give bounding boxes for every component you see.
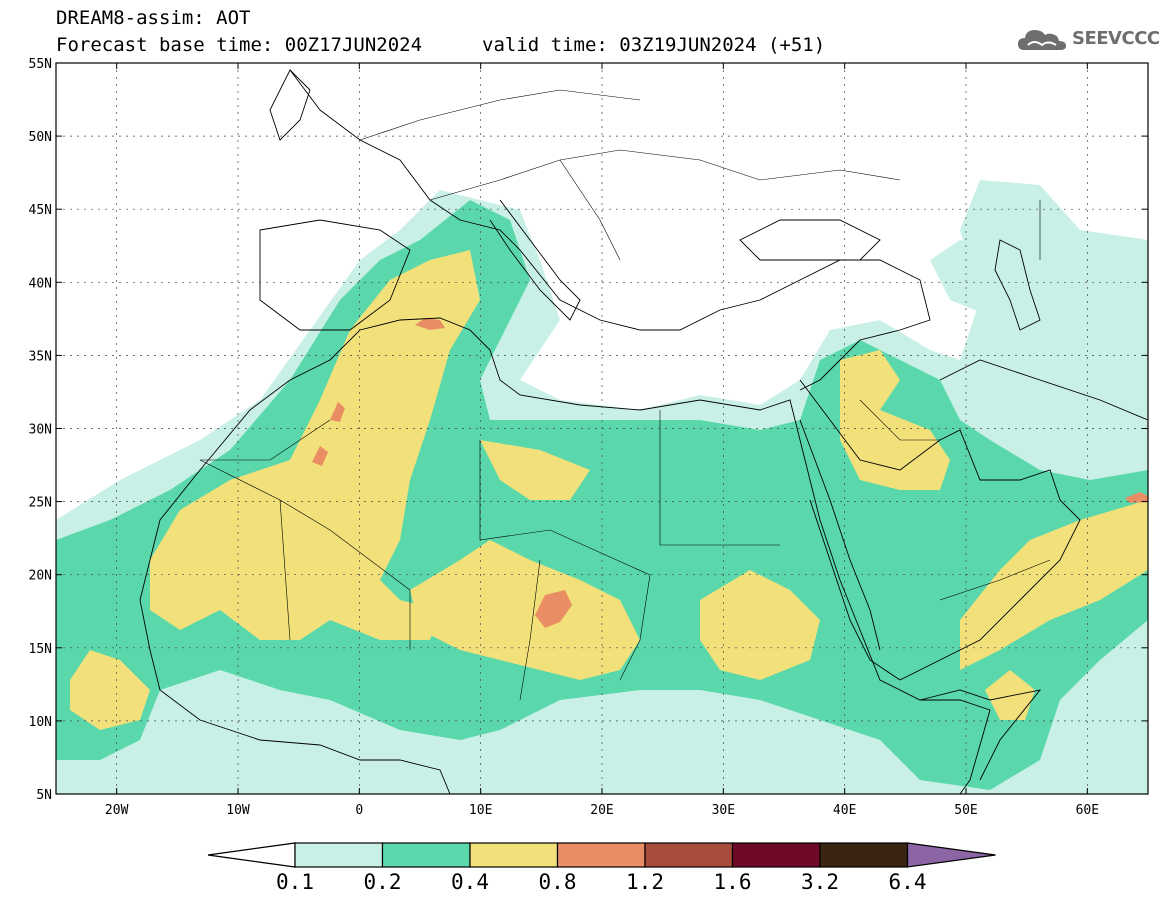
colorbar-label: 0.8 — [538, 870, 577, 894]
aot-level-0.8-algeria — [415, 318, 445, 330]
lat-tick-label: 25N — [29, 496, 52, 511]
aot-level-0.8-chad — [535, 590, 572, 628]
aot-level-0.1-caspian — [930, 240, 1148, 380]
graticule — [56, 63, 1148, 794]
colorbar-label: 0.1 — [276, 870, 314, 894]
africa-coast — [149, 317, 991, 794]
colorbar-label: 6.4 — [888, 870, 927, 894]
lon-tick-label: 30E — [712, 803, 735, 818]
lon-tick-label: 10E — [469, 803, 492, 818]
border-line — [279, 499, 291, 641]
iran — [939, 359, 1148, 421]
borders — [199, 89, 1051, 701]
lat-tick-label: 10N — [29, 715, 52, 730]
coastlines — [139, 69, 1148, 794]
aot-level-0.2 — [56, 200, 1148, 790]
lon-tick-label: 50E — [954, 803, 977, 818]
aot-level-0.8-oman — [1125, 492, 1148, 503]
lat-tick-label: 20N — [29, 569, 52, 584]
aot-level-0.4-arabia — [840, 350, 950, 490]
lat-tick-label: 50N — [29, 130, 52, 145]
logo-text: SEEVCCC — [1072, 28, 1160, 49]
border-line — [199, 459, 411, 591]
lat-tick-label: 55N — [29, 57, 52, 72]
caspian — [994, 239, 1041, 331]
border-line — [659, 410, 780, 546]
border-line — [859, 399, 940, 441]
red-sea-east — [799, 419, 881, 651]
seevccc-logo: SEEVCCC — [1016, 24, 1160, 56]
italy — [489, 199, 581, 321]
lon-tick-label: 20W — [105, 803, 129, 818]
valid-time: valid time: 03Z19JUN2024 (+51) — [482, 34, 826, 56]
cloud-icon — [1018, 30, 1066, 50]
lon-tick-label: 60E — [1076, 803, 1099, 818]
forecast-base-time: Forecast base time: 00Z17JUN2024 — [56, 34, 423, 56]
border-line — [519, 559, 541, 701]
colorbar-label: 3.2 — [801, 870, 839, 894]
lon-tick-label: 10W — [226, 803, 250, 818]
aot-level-0.4-guinea — [70, 650, 150, 730]
aot-level-0.4-somalia — [985, 670, 1035, 720]
lat-tick-label: 30N — [29, 423, 52, 438]
border-line — [939, 559, 1051, 601]
lat-tick-label: 40N — [29, 276, 52, 291]
aot-level-0.8-mauritania — [312, 446, 328, 466]
lat-tick-label: 5N — [36, 788, 52, 803]
lat-tick-label: 35N — [29, 349, 52, 364]
west-africa-coast — [139, 559, 451, 794]
aot-level-0.4-sudan — [700, 570, 820, 680]
colorbar-label: 1.2 — [626, 870, 664, 894]
aot-level-0.4-oman — [960, 500, 1148, 670]
black-sea — [739, 219, 881, 261]
europe-coast — [289, 69, 931, 391]
aot-contours — [56, 180, 1148, 794]
aot-map: 55N 50N 45N 40N 35N 30N 25N 20N 15N 10N 5N 20W 10W 0 1… — [29, 57, 1149, 818]
border-line — [619, 574, 651, 681]
axis-ticks: 55N 50N 45N 40N 35N 30N 25N 20N 15N 10N 5N 20W 10W 0 1… — [29, 57, 1148, 818]
border-line — [479, 440, 651, 576]
horn — [919, 689, 1042, 781]
lat-tick-label: 45N — [29, 203, 52, 218]
border-line — [559, 159, 621, 261]
lon-tick-label: 20E — [590, 803, 613, 818]
lon-tick-label: 0 — [355, 803, 363, 818]
lon-tick-label: 40E — [833, 803, 856, 818]
border-line — [359, 89, 641, 141]
lat-tick-label: 15N — [29, 642, 52, 657]
aot-level-0.8-morocco — [330, 402, 345, 422]
border-line — [429, 149, 901, 201]
arabia — [799, 379, 1081, 681]
colorbar-label: 1.6 — [713, 870, 752, 894]
aot-level-0.4-chad — [410, 540, 640, 680]
britain — [269, 69, 311, 141]
colorbar-label: 0.4 — [451, 870, 489, 894]
iberia — [259, 219, 411, 331]
colorbar-label: 0.2 — [363, 870, 402, 894]
aot-level-0.4-libya — [480, 440, 590, 500]
aot-level-0.4-west-sahara — [150, 250, 480, 640]
border-line — [200, 419, 331, 461]
title-line-1: DREAM8-assim: AOT — [56, 7, 251, 29]
